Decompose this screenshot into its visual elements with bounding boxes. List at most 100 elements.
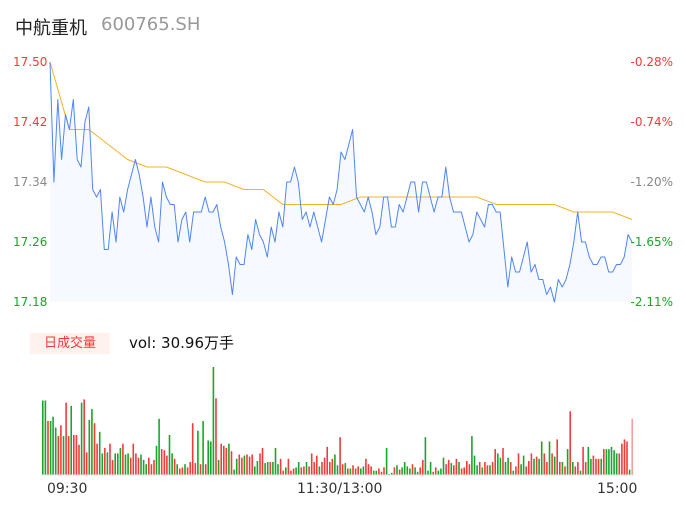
volume-bar xyxy=(142,459,145,475)
volume-bar xyxy=(318,466,321,475)
volume-bar xyxy=(313,462,315,475)
volume-bar xyxy=(223,445,225,475)
volume-bar xyxy=(295,467,297,475)
volume-bar xyxy=(409,468,411,475)
volume-bar xyxy=(153,459,155,475)
volume-readout: vol: 30.96万手 xyxy=(129,334,234,352)
volume-bar xyxy=(204,464,207,475)
volume-bar xyxy=(220,443,222,475)
volume-bar xyxy=(80,402,83,475)
volume-bar xyxy=(613,450,615,475)
volume-bar xyxy=(303,466,305,475)
volume-bar xyxy=(553,456,556,475)
volume-bar xyxy=(414,467,416,475)
volume-bar xyxy=(62,436,65,475)
volume-bar xyxy=(546,462,548,475)
volume-bar xyxy=(411,464,414,475)
volume-bar xyxy=(117,453,119,475)
volume-bar xyxy=(336,465,339,475)
volume-bar xyxy=(507,457,509,475)
volume-bar xyxy=(78,444,80,475)
volume-bar xyxy=(522,455,525,475)
volume-bar xyxy=(458,462,460,475)
volume-bar xyxy=(401,467,403,475)
x-tick-close: 15:00 xyxy=(597,481,638,497)
volume-bar xyxy=(228,443,230,475)
volume-bar xyxy=(362,466,365,475)
price-line xyxy=(49,61,633,303)
volume-bar xyxy=(600,458,602,475)
volume-bar xyxy=(241,457,243,475)
volume-bar xyxy=(370,466,372,475)
volume-bar xyxy=(194,463,197,475)
volume-bar xyxy=(427,470,429,475)
volume-bar xyxy=(512,470,515,475)
volume-bar xyxy=(455,458,458,475)
volume-bar xyxy=(533,458,535,475)
volume-bar xyxy=(440,468,442,475)
volume-bar xyxy=(329,462,331,475)
volume-bar xyxy=(416,471,419,475)
volume-bar xyxy=(160,449,163,475)
volume-bar xyxy=(473,455,476,475)
volume-bar xyxy=(73,435,75,475)
volume-bar xyxy=(124,454,127,475)
volume-bar xyxy=(341,464,344,475)
volume-bar xyxy=(47,421,49,475)
volume-bar xyxy=(264,463,266,475)
volume-bar xyxy=(447,459,450,475)
volume-bar xyxy=(610,446,613,475)
volume-bar xyxy=(429,462,432,475)
volume-bar xyxy=(352,465,354,475)
volume-bar xyxy=(171,453,173,475)
volume-bar xyxy=(396,465,398,475)
volume-bar xyxy=(168,435,171,475)
volume-bar xyxy=(42,400,44,475)
volume-bar xyxy=(230,451,233,475)
volume-bar xyxy=(186,467,189,475)
average-price-line xyxy=(49,61,633,220)
volume-bar xyxy=(577,462,579,475)
volume-bar xyxy=(150,464,153,475)
volume-bar xyxy=(197,430,199,475)
volume-bar xyxy=(279,458,282,475)
volume-bar xyxy=(91,409,93,475)
volume-bar xyxy=(460,468,463,475)
volume-bar xyxy=(535,456,538,475)
volume-bar xyxy=(569,411,571,475)
volume-bar xyxy=(207,440,209,475)
volume-bar xyxy=(626,441,628,475)
volume-bar xyxy=(104,448,106,475)
y2-tick-label: -2.11% xyxy=(630,295,673,309)
volume-bar xyxy=(202,421,204,475)
volume-bar xyxy=(403,462,406,475)
volume-bar xyxy=(119,448,122,475)
volume-bar xyxy=(349,468,352,475)
y2-tick-label: -1.65% xyxy=(630,235,673,249)
volume-bar xyxy=(137,457,140,475)
volume-bar xyxy=(504,462,507,475)
volume-bar xyxy=(463,467,465,475)
volume-bar xyxy=(140,454,142,475)
volume-bar xyxy=(114,453,116,475)
volume-bar xyxy=(453,465,455,475)
volume-tab[interactable]: 日成交量 xyxy=(30,333,110,354)
volume-bar xyxy=(380,471,383,475)
volume-bar xyxy=(285,467,287,475)
volume-bar xyxy=(595,458,597,475)
volume-bar xyxy=(357,466,359,475)
volume-bar xyxy=(274,448,277,475)
volume-bar xyxy=(308,466,310,475)
volume-bar xyxy=(243,455,246,475)
volume-bar xyxy=(339,437,341,475)
volume-bar xyxy=(605,449,608,475)
volume-bar xyxy=(54,427,57,475)
x-tick-midday: 11:30/13:00 xyxy=(297,481,383,497)
volume-bar xyxy=(163,450,166,475)
volume-bar xyxy=(127,453,129,475)
volume-bar xyxy=(248,456,251,475)
volume-bar xyxy=(98,431,101,475)
volume-bar xyxy=(424,437,427,475)
volume-bar xyxy=(499,457,502,475)
